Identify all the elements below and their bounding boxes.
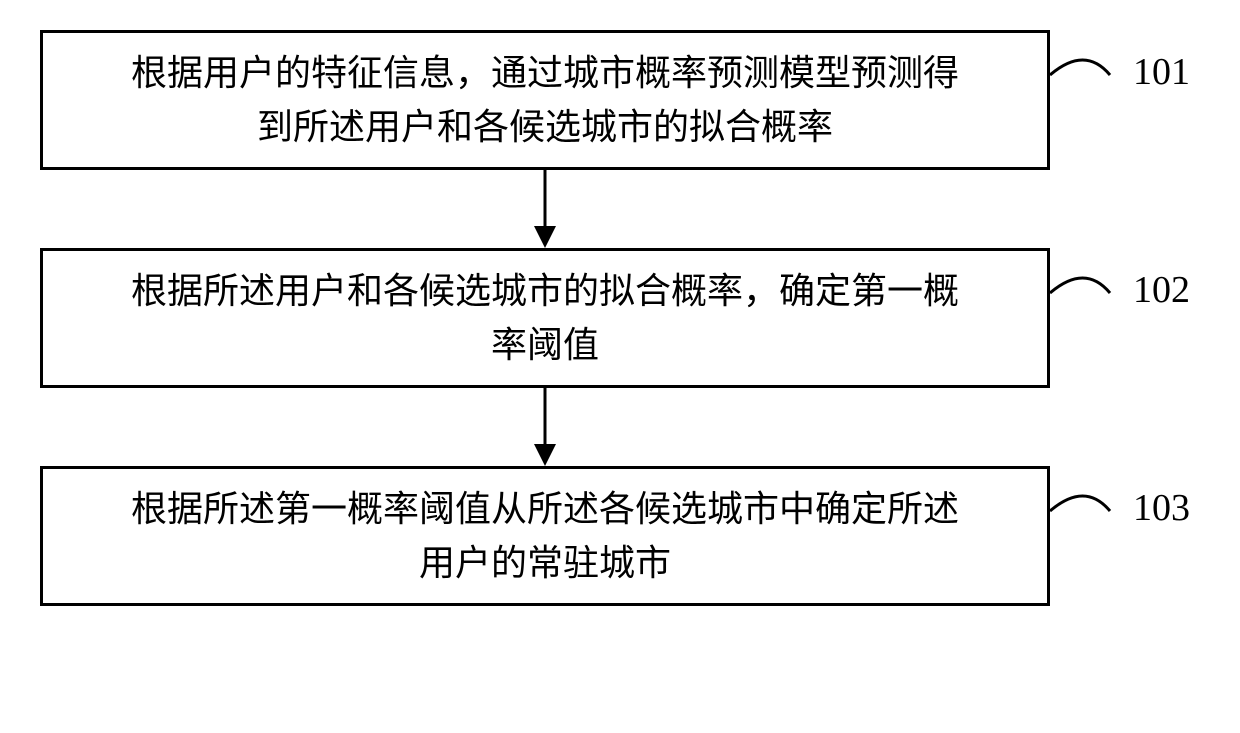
connector-curve-102 (1050, 263, 1120, 323)
arrow-down-icon (525, 170, 565, 248)
connector-1 (40, 170, 1050, 248)
connector-2 (40, 388, 1050, 466)
flowchart-container: 根据用户的特征信息，通过城市概率预测模型预测得 到所述用户和各候选城市的拟合概率… (40, 30, 1200, 606)
connector-curve-101 (1050, 45, 1120, 105)
flow-row-2: 根据所述用户和各候选城市的拟合概率，确定第一概 率阈值 102 (40, 248, 1200, 388)
box-text-line1: 根据用户的特征信息，通过城市概率预测模型预测得 (131, 46, 959, 100)
flow-box-102: 根据所述用户和各候选城市的拟合概率，确定第一概 率阈值 (40, 248, 1050, 388)
step-label-102: 102 (1133, 268, 1190, 312)
flow-row-3: 根据所述第一概率阈值从所述各候选城市中确定所述 用户的常驻城市 103 (40, 466, 1200, 606)
step-label-101: 101 (1133, 50, 1190, 94)
arrow-down-icon (525, 388, 565, 466)
box-text-line2: 到所述用户和各候选城市的拟合概率 (257, 100, 833, 154)
flow-row-1: 根据用户的特征信息，通过城市概率预测模型预测得 到所述用户和各候选城市的拟合概率… (40, 30, 1200, 170)
step-label-103: 103 (1133, 486, 1190, 530)
connector-curve-103 (1050, 481, 1120, 541)
box-text-line2: 用户的常驻城市 (419, 536, 671, 590)
flow-box-103: 根据所述第一概率阈值从所述各候选城市中确定所述 用户的常驻城市 (40, 466, 1050, 606)
box-text-line1: 根据所述用户和各候选城市的拟合概率，确定第一概 (131, 264, 959, 318)
box-text-line1: 根据所述第一概率阈值从所述各候选城市中确定所述 (131, 482, 959, 536)
box-text-line2: 率阈值 (491, 318, 599, 372)
flow-box-101: 根据用户的特征信息，通过城市概率预测模型预测得 到所述用户和各候选城市的拟合概率 (40, 30, 1050, 170)
